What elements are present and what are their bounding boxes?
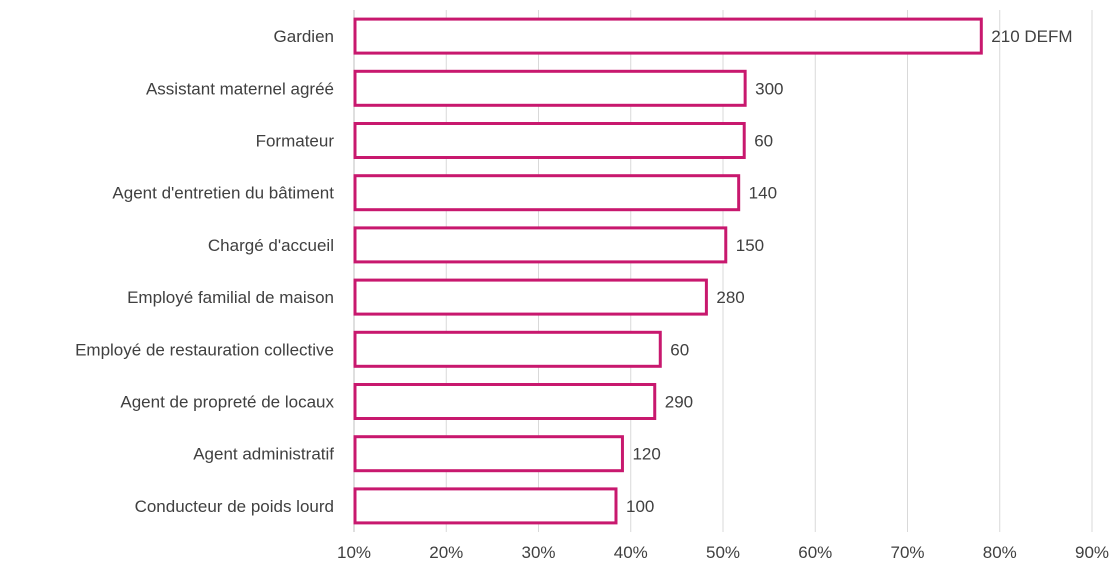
data-label: 140 — [749, 184, 777, 203]
data-label: 60 — [670, 340, 689, 359]
data-label: 150 — [736, 236, 764, 255]
x-tick-label: 10% — [337, 543, 371, 562]
x-axis-ticks: 10% 20% 30% 40% 50% 60% 70% 80% 90% — [337, 543, 1109, 562]
x-tick-label: 30% — [521, 543, 555, 562]
category-label: Assistant maternel agréé — [146, 79, 334, 98]
category-label: Agent d'entretien du bâtiment — [112, 184, 334, 203]
labels: Gardien 210 DEFM Assistant maternel agréé 3… — [75, 27, 1072, 516]
category-label: Agent administratif — [193, 445, 334, 464]
data-label: 60 — [754, 132, 773, 151]
data-label: 280 — [716, 288, 744, 307]
bar — [353, 330, 662, 368]
category-label: Employé de restauration collective — [75, 340, 334, 359]
data-label: 210 DEFM — [991, 27, 1072, 46]
data-label: 300 — [755, 79, 783, 98]
bar — [353, 435, 624, 473]
x-tick-label: 40% — [614, 543, 648, 562]
x-tick-label: 80% — [983, 543, 1017, 562]
category-label: Gardien — [274, 27, 334, 46]
bar — [353, 174, 741, 212]
data-label: 100 — [626, 497, 654, 516]
bar — [353, 383, 657, 420]
category-label: Employé familial de maison — [127, 288, 334, 307]
data-label: 120 — [632, 445, 660, 464]
x-tick-label: 70% — [890, 543, 924, 562]
category-label: Agent de propreté de locaux — [120, 393, 334, 412]
bar — [353, 69, 747, 107]
bar — [353, 278, 708, 316]
category-label: Conducteur de poids lourd — [135, 497, 334, 516]
x-tick-label: 20% — [429, 543, 463, 562]
x-tick-label: 50% — [706, 543, 740, 562]
category-label: Formateur — [256, 132, 335, 151]
bars — [353, 17, 983, 525]
category-label: Chargé d'accueil — [208, 236, 334, 255]
bar — [353, 17, 983, 55]
bar — [353, 122, 746, 159]
x-tick-label: 60% — [798, 543, 832, 562]
data-label: 290 — [665, 393, 693, 412]
bar — [353, 226, 728, 264]
x-tick-label: 90% — [1075, 543, 1109, 562]
bar — [353, 487, 618, 525]
